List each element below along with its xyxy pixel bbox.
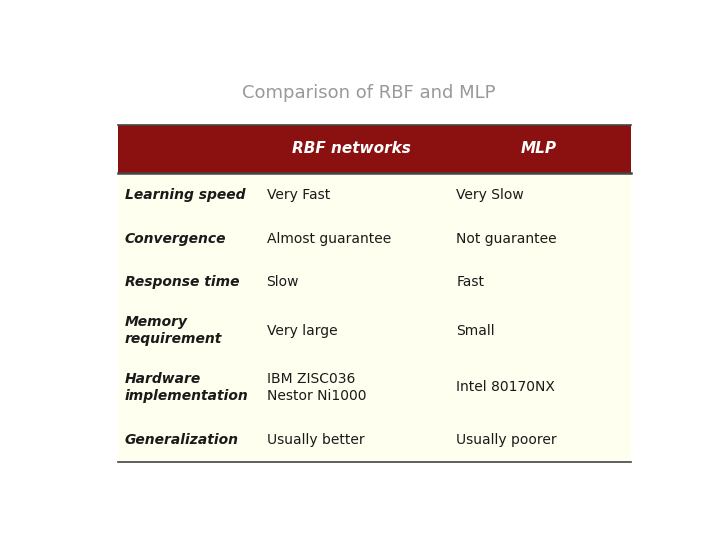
Text: Very Slow: Very Slow: [456, 188, 524, 202]
Text: Slow: Slow: [266, 275, 299, 289]
Text: Response time: Response time: [125, 275, 239, 289]
Bar: [118, 125, 631, 462]
Text: Comparison of RBF and MLP: Comparison of RBF and MLP: [242, 84, 496, 102]
Text: Almost guarantee: Almost guarantee: [266, 232, 391, 246]
Text: Intel 80170NX: Intel 80170NX: [456, 381, 555, 394]
Text: Convergence: Convergence: [125, 232, 226, 246]
Text: Generalization: Generalization: [125, 433, 238, 447]
Text: Very Fast: Very Fast: [266, 188, 330, 202]
Bar: [118, 125, 631, 173]
Text: Hardware
implementation: Hardware implementation: [125, 372, 248, 403]
Text: RBF networks: RBF networks: [292, 141, 411, 157]
Text: Very large: Very large: [266, 323, 337, 338]
Text: MLP: MLP: [521, 141, 557, 157]
Text: Usually better: Usually better: [266, 433, 364, 447]
Text: Fast: Fast: [456, 275, 485, 289]
Text: Learning speed: Learning speed: [125, 188, 245, 202]
Text: IBM ZISC036
Nestor Ni1000: IBM ZISC036 Nestor Ni1000: [266, 372, 366, 403]
Text: Usually poorer: Usually poorer: [456, 433, 557, 447]
Text: Memory
requirement: Memory requirement: [125, 315, 222, 346]
Text: Not guarantee: Not guarantee: [456, 232, 557, 246]
Text: Small: Small: [456, 323, 495, 338]
